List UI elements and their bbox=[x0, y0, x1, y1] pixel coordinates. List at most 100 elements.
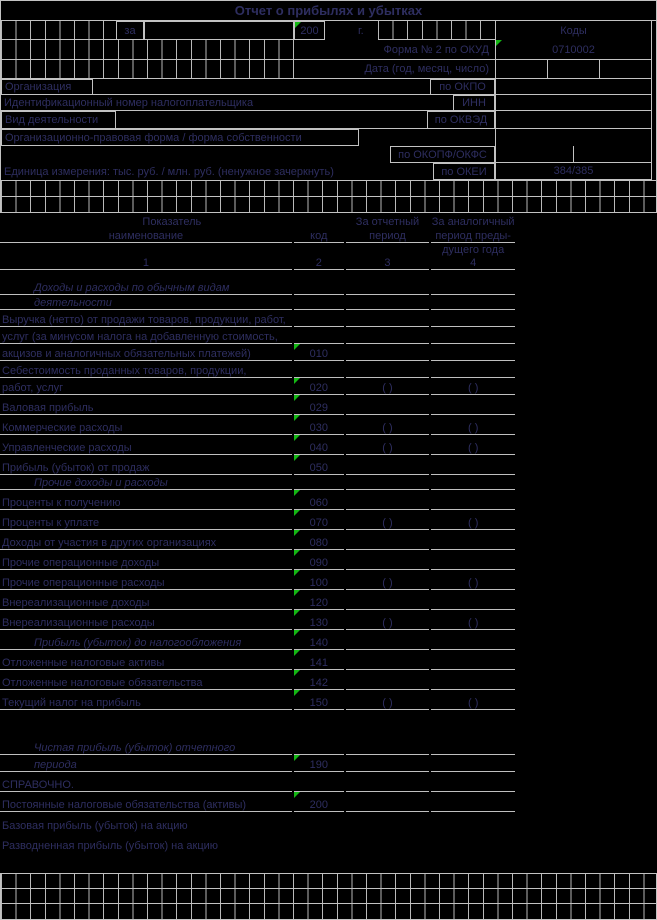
date-day-cell[interactable] bbox=[599, 60, 651, 78]
value-previous-period[interactable] bbox=[431, 832, 515, 852]
row-code: 140 bbox=[309, 637, 328, 649]
comment-marker-icon bbox=[293, 510, 300, 516]
table-row: Прибыль (убыток) до налогообложения 140 bbox=[0, 630, 517, 650]
row-code: 090 bbox=[309, 557, 328, 569]
value-previous-period[interactable]: ( ) bbox=[431, 378, 515, 395]
value-current-period[interactable] bbox=[345, 738, 430, 755]
value-previous-period[interactable] bbox=[431, 812, 515, 832]
value-current-period[interactable] bbox=[346, 710, 430, 738]
value-previous-period[interactable]: ( ) bbox=[431, 510, 515, 530]
okei-value-cell[interactable]: 384/385 bbox=[495, 163, 652, 180]
row-label: Прочие доходы и расходы bbox=[0, 475, 292, 490]
row-code-cell bbox=[293, 475, 344, 490]
value-previous-period[interactable] bbox=[431, 395, 515, 415]
value-previous-period[interactable] bbox=[431, 738, 515, 755]
grid-cells-left bbox=[1, 21, 116, 40]
period-input-cell[interactable] bbox=[144, 21, 294, 40]
value-current-period[interactable] bbox=[346, 832, 430, 852]
value-previous-period[interactable]: ( ) bbox=[431, 435, 515, 455]
inn-fill-line[interactable] bbox=[371, 95, 453, 111]
table-row: Внереализационные расходы 130 ( )( ) bbox=[0, 610, 517, 630]
row-code-cell: 030 bbox=[293, 415, 344, 435]
comment-marker-icon bbox=[293, 550, 300, 556]
okpo-value-cell[interactable] bbox=[495, 79, 652, 95]
value-previous-period[interactable] bbox=[431, 670, 515, 690]
value-previous-period[interactable] bbox=[431, 755, 515, 772]
value-previous-period[interactable] bbox=[431, 361, 515, 378]
value-current-period[interactable] bbox=[345, 395, 430, 415]
value-previous-period[interactable] bbox=[431, 550, 515, 570]
table-row: Доходы и расходы по обычным видам bbox=[0, 280, 517, 295]
okved-value-cell[interactable] bbox=[495, 111, 652, 129]
value-previous-period[interactable] bbox=[431, 710, 515, 738]
value-current-period[interactable]: ( ) bbox=[345, 570, 430, 590]
value-current-period[interactable] bbox=[345, 361, 430, 378]
comment-marker-icon bbox=[293, 630, 300, 636]
value-current-period[interactable] bbox=[345, 530, 430, 550]
activity-input-line[interactable] bbox=[116, 111, 427, 129]
value-previous-period[interactable] bbox=[431, 455, 515, 475]
inn-value-cell[interactable] bbox=[495, 95, 652, 111]
value-current-period[interactable]: ( ) bbox=[345, 610, 430, 630]
value-previous-period[interactable] bbox=[431, 475, 515, 490]
row-code: 010 bbox=[309, 348, 328, 360]
value-current-period[interactable] bbox=[345, 772, 430, 792]
value-previous-period[interactable] bbox=[431, 792, 515, 812]
value-previous-period[interactable]: ( ) bbox=[431, 610, 515, 630]
value-previous-period[interactable] bbox=[431, 630, 515, 650]
value-current-period[interactable]: ( ) bbox=[345, 435, 430, 455]
value-current-period[interactable] bbox=[345, 295, 430, 310]
value-previous-period[interactable]: ( ) bbox=[431, 690, 515, 710]
date-month-cell[interactable] bbox=[547, 60, 599, 78]
value-previous-period[interactable] bbox=[431, 344, 515, 361]
okopf-code-cell[interactable] bbox=[496, 146, 573, 162]
value-current-period[interactable]: ( ) bbox=[345, 690, 430, 710]
value-current-period[interactable] bbox=[346, 812, 430, 832]
value-current-period[interactable] bbox=[345, 670, 430, 690]
okud-value-cell[interactable]: 0710002 bbox=[495, 40, 652, 60]
value-current-period[interactable] bbox=[345, 550, 430, 570]
date-year-cell[interactable] bbox=[496, 60, 547, 78]
value-current-period[interactable]: ( ) bbox=[345, 510, 430, 530]
value-current-period[interactable] bbox=[345, 755, 430, 772]
value-previous-period[interactable] bbox=[431, 280, 515, 295]
table-header-row-1: Показатель За отчетный За аналогичный bbox=[0, 213, 517, 228]
value-current-period[interactable] bbox=[345, 630, 430, 650]
col-number-2: 2 bbox=[293, 257, 344, 270]
col-header-previous-3: дущего года bbox=[442, 244, 505, 256]
date-value-cell[interactable] bbox=[495, 60, 652, 79]
value-previous-period[interactable]: ( ) bbox=[431, 415, 515, 435]
value-current-period[interactable]: ( ) bbox=[345, 415, 430, 435]
grid-row bbox=[1, 889, 656, 904]
value-current-period[interactable] bbox=[345, 455, 430, 475]
value-current-period[interactable] bbox=[345, 310, 430, 327]
value-previous-period[interactable] bbox=[431, 295, 515, 310]
activity-row: Вид деятельности по ОКВЭД bbox=[1, 111, 656, 129]
value-current-period[interactable]: ( ) bbox=[345, 378, 430, 395]
row-code: 030 bbox=[309, 422, 328, 434]
row-label: Базовая прибыль (убыток) на акцию bbox=[2, 820, 188, 832]
value-current-period[interactable] bbox=[345, 327, 430, 344]
year-cell[interactable]: 200 bbox=[294, 21, 325, 40]
value-previous-period[interactable] bbox=[431, 650, 515, 670]
value-previous-period[interactable] bbox=[431, 590, 515, 610]
organization-input-line[interactable] bbox=[93, 79, 430, 95]
value-current-period[interactable] bbox=[345, 792, 430, 812]
value-previous-period[interactable] bbox=[431, 530, 515, 550]
value-current-period[interactable] bbox=[345, 490, 430, 510]
value-previous-period[interactable] bbox=[431, 310, 515, 327]
value-previous-period[interactable]: ( ) bbox=[431, 570, 515, 590]
value-current-period[interactable] bbox=[345, 650, 430, 670]
value-current-period[interactable] bbox=[345, 590, 430, 610]
value-current-period[interactable] bbox=[345, 280, 430, 295]
col-number-1: 1 bbox=[0, 257, 292, 270]
value-current-period[interactable] bbox=[345, 475, 430, 490]
value-previous-period[interactable] bbox=[431, 772, 515, 792]
value-current-period[interactable] bbox=[345, 344, 430, 361]
row-label: Доходы от участия в других организациях bbox=[0, 530, 292, 550]
okopf-value-cell[interactable] bbox=[495, 146, 652, 163]
row-code-cell: 100 bbox=[293, 570, 344, 590]
value-previous-period[interactable] bbox=[431, 327, 515, 344]
okfs-code-cell[interactable] bbox=[573, 146, 651, 162]
value-previous-period[interactable] bbox=[431, 490, 515, 510]
